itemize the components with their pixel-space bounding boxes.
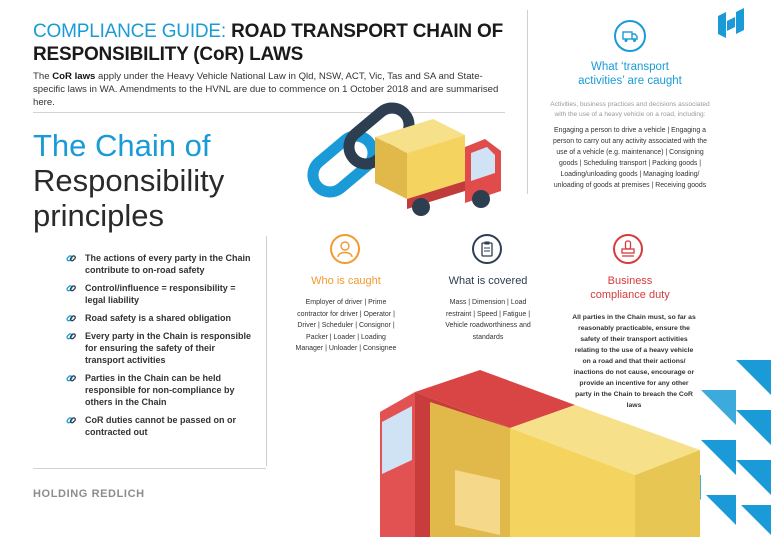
small-truck-illustration [375, 119, 501, 216]
large-truck-illustration [380, 370, 700, 537]
intro-bold: CoR laws [52, 71, 96, 82]
what-body: Mass | Dimension | Load restraint | Spee… [445, 299, 531, 341]
chain-link-icon [66, 417, 76, 424]
title-highlight: COMPLIANCE GUIDE: [33, 21, 226, 42]
duty-heading: Business compliance duty [590, 275, 670, 301]
decorative-triangles [676, 360, 771, 535]
list-item: Road safety is a shared obligation [66, 312, 256, 324]
vertical-divider-right [527, 10, 528, 194]
chain-link-icon [66, 315, 76, 322]
person-icon [330, 234, 360, 264]
chain-link-icon [66, 333, 76, 340]
activities-heading: What ‘transport activities’ are caught [578, 61, 682, 87]
activities-subtitle: Activities, business practices and decis… [550, 101, 710, 118]
footer-brand: HOLDING REDLICH [33, 488, 145, 500]
chain-heading-line1: The Chain of [33, 128, 211, 163]
principles-list: The actions of every party in the Chain … [66, 252, 256, 444]
chain-link-icon [66, 285, 76, 292]
chain-truck-illustration [307, 102, 501, 216]
holding-redlich-logo-icon [718, 8, 744, 38]
what-heading: What is covered [448, 275, 528, 287]
chain-link-icon [66, 255, 76, 262]
duty-body: All parties in the Chain must, so far as… [572, 314, 696, 409]
intro-rest: apply under the Heavy Vehicle National L… [33, 71, 499, 108]
stamp-icon [613, 234, 643, 264]
intro-prefix: The [33, 71, 53, 82]
list-item: The actions of every party in the Chain … [66, 252, 256, 276]
divider [33, 112, 505, 113]
activities-body: Engaging a person to drive a vehicle | E… [553, 127, 707, 189]
footer-divider [33, 468, 266, 469]
chain-heading: The Chain of Responsibility principles [33, 128, 273, 233]
who-heading: Who is caught [311, 275, 381, 287]
list-item: Every party in the Chain is responsible … [66, 330, 256, 366]
list-item: Control/influence = responsibility = leg… [66, 282, 256, 306]
clipboard-icon [472, 234, 502, 264]
intro-paragraph: The CoR laws apply under the Heavy Vehic… [33, 70, 508, 109]
truck-icon [614, 20, 646, 52]
title-rest: ROAD TRANSPORT CHAIN OF RESPONSIBILITY (… [33, 21, 504, 65]
list-item: Parties in the Chain can be held respons… [66, 372, 256, 408]
chain-link-icon [66, 375, 76, 382]
chain-heading-line2: Responsibility [33, 163, 225, 198]
chain-heading-line3: principles [33, 198, 164, 233]
page-title: COMPLIANCE GUIDE: ROAD TRANSPORT CHAIN O… [33, 20, 523, 66]
who-body: Employer of driver | Prime contractor fo… [295, 299, 397, 352]
list-item: CoR duties cannot be passed on or contra… [66, 414, 256, 438]
vertical-divider-left [266, 236, 267, 466]
